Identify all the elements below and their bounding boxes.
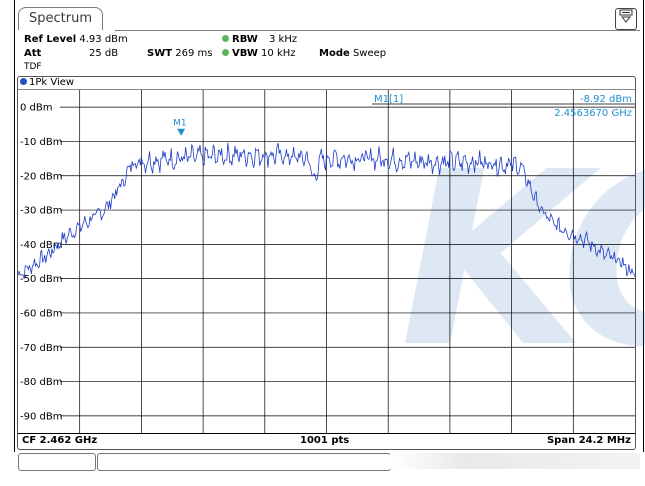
status-field-2[interactable] (97, 453, 391, 471)
mode-value: Sweep (352, 48, 387, 59)
swt-row[interactable]: SWT 269 ms (147, 48, 212, 59)
status-progress (390, 453, 640, 469)
view-title: 1Pk View (29, 77, 75, 88)
view-separator (18, 89, 635, 90)
ref-level-row[interactable]: Ref Level 4.93 dBm (24, 34, 128, 45)
status-field-1[interactable] (18, 453, 96, 471)
y-tick-bg (18, 306, 60, 319)
y-tick-bg (18, 272, 60, 285)
spectrum-trace (18, 142, 635, 279)
marker-name: M1[1] (374, 94, 403, 105)
span-value: Span 24.2 MHz (546, 435, 631, 446)
tdf-label: TDF (24, 62, 42, 72)
y-tick-bg (18, 375, 60, 388)
mode-label: Mode (319, 48, 350, 59)
menu-glyph (619, 9, 633, 23)
y-tick-label: -70 dBm (20, 343, 62, 354)
vbw-row[interactable]: VBW 10 kHz (222, 48, 296, 59)
view-label[interactable]: 1Pk View (20, 77, 74, 88)
menu-icon[interactable] (615, 8, 637, 30)
y-tick-bg (18, 169, 60, 182)
y-tick-bg (18, 238, 60, 251)
vbw-value: 10 kHz (261, 48, 296, 59)
swt-label: SWT (147, 48, 173, 59)
y-tick-label: 0 dBm (20, 103, 53, 114)
marker-tag: M1 (173, 119, 187, 129)
y-tick-label: -90 dBm (20, 411, 62, 422)
y-tick-bg (18, 341, 60, 354)
vbw-label: VBW (232, 48, 258, 59)
y-tick-bg (18, 101, 60, 114)
y-tick-bg (18, 135, 60, 148)
tab-underline (115, 30, 640, 31)
vbw-status-icon (222, 49, 229, 56)
y-tick-bg (18, 409, 60, 422)
rbw-label: RBW (232, 34, 258, 45)
ref-level-label: Ref Level (24, 34, 77, 45)
y-tick-label: -30 dBm (20, 206, 62, 217)
trace-indicator-icon (20, 78, 27, 85)
att-label-box[interactable]: Att (24, 48, 41, 59)
mode-row[interactable]: Mode Sweep (319, 48, 386, 59)
marker-triangle-icon (177, 128, 186, 136)
ref-level-value: 4.93 dBm (79, 34, 128, 45)
swt-value: 269 ms (175, 48, 213, 59)
y-tick-label: -60 dBm (20, 308, 62, 319)
watermark-logo: KC (400, 120, 645, 400)
y-tick-label: -40 dBm (20, 240, 62, 251)
center-frequency: CF 2.462 GHz (22, 435, 98, 446)
rbw-row[interactable]: RBW 3 kHz (222, 34, 297, 45)
y-tick-label: -80 dBm (20, 377, 62, 388)
rbw-value: 3 kHz (269, 34, 298, 45)
att-label: Att (24, 48, 42, 59)
y-tick-bg (18, 204, 60, 217)
marker-level: -8.92 dBm (580, 94, 632, 105)
sweep-points: 1001 pts (300, 435, 350, 446)
window-frame (14, 0, 644, 486)
plot-footer: CF 2.462 GHz 1001 pts Span 24.2 MHz (18, 433, 635, 448)
y-tick-label: -20 dBm (20, 171, 62, 182)
y-tick-label: -50 dBm (20, 274, 62, 285)
tab-spectrum[interactable]: Spectrum (18, 7, 103, 30)
att-value: 25 dB (89, 48, 119, 59)
rbw-status-icon (222, 35, 229, 42)
spectrum-plot[interactable]: 0 dBm -10 dBm -20 dBm -30 dBm -40 dBm -50 dBm… (18, 90, 635, 433)
marker-frequency: 2.4563670 GHz (554, 108, 632, 119)
y-tick-label: -10 dBm (20, 137, 62, 148)
